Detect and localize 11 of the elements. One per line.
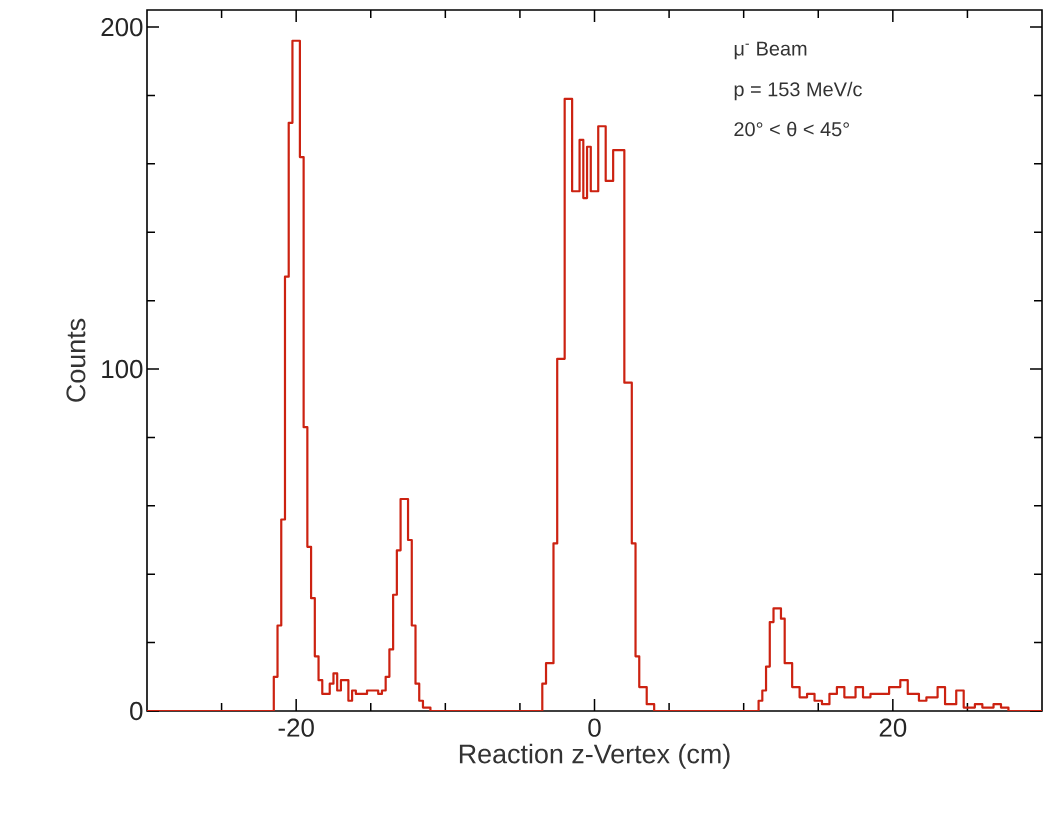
- annotation: 20° < θ < 45°: [734, 121, 849, 137]
- x-axis-title: Reaction z-Vertex (cm): [459, 743, 730, 769]
- y-tick-label: 200: [101, 17, 143, 37]
- annotation: p = 153 MeV/c: [734, 81, 862, 101]
- annotation: μ$^{-}$ Beam: [734, 41, 807, 60]
- x-tick-label: 0: [588, 718, 601, 737]
- y-axis-title: Counts: [66, 318, 86, 402]
- x-tick-label: -20: [278, 718, 314, 737]
- y-tick-label: 0: [130, 701, 143, 721]
- x-tick-label: 20: [879, 718, 907, 737]
- y-tick-label: 100: [102, 359, 143, 379]
